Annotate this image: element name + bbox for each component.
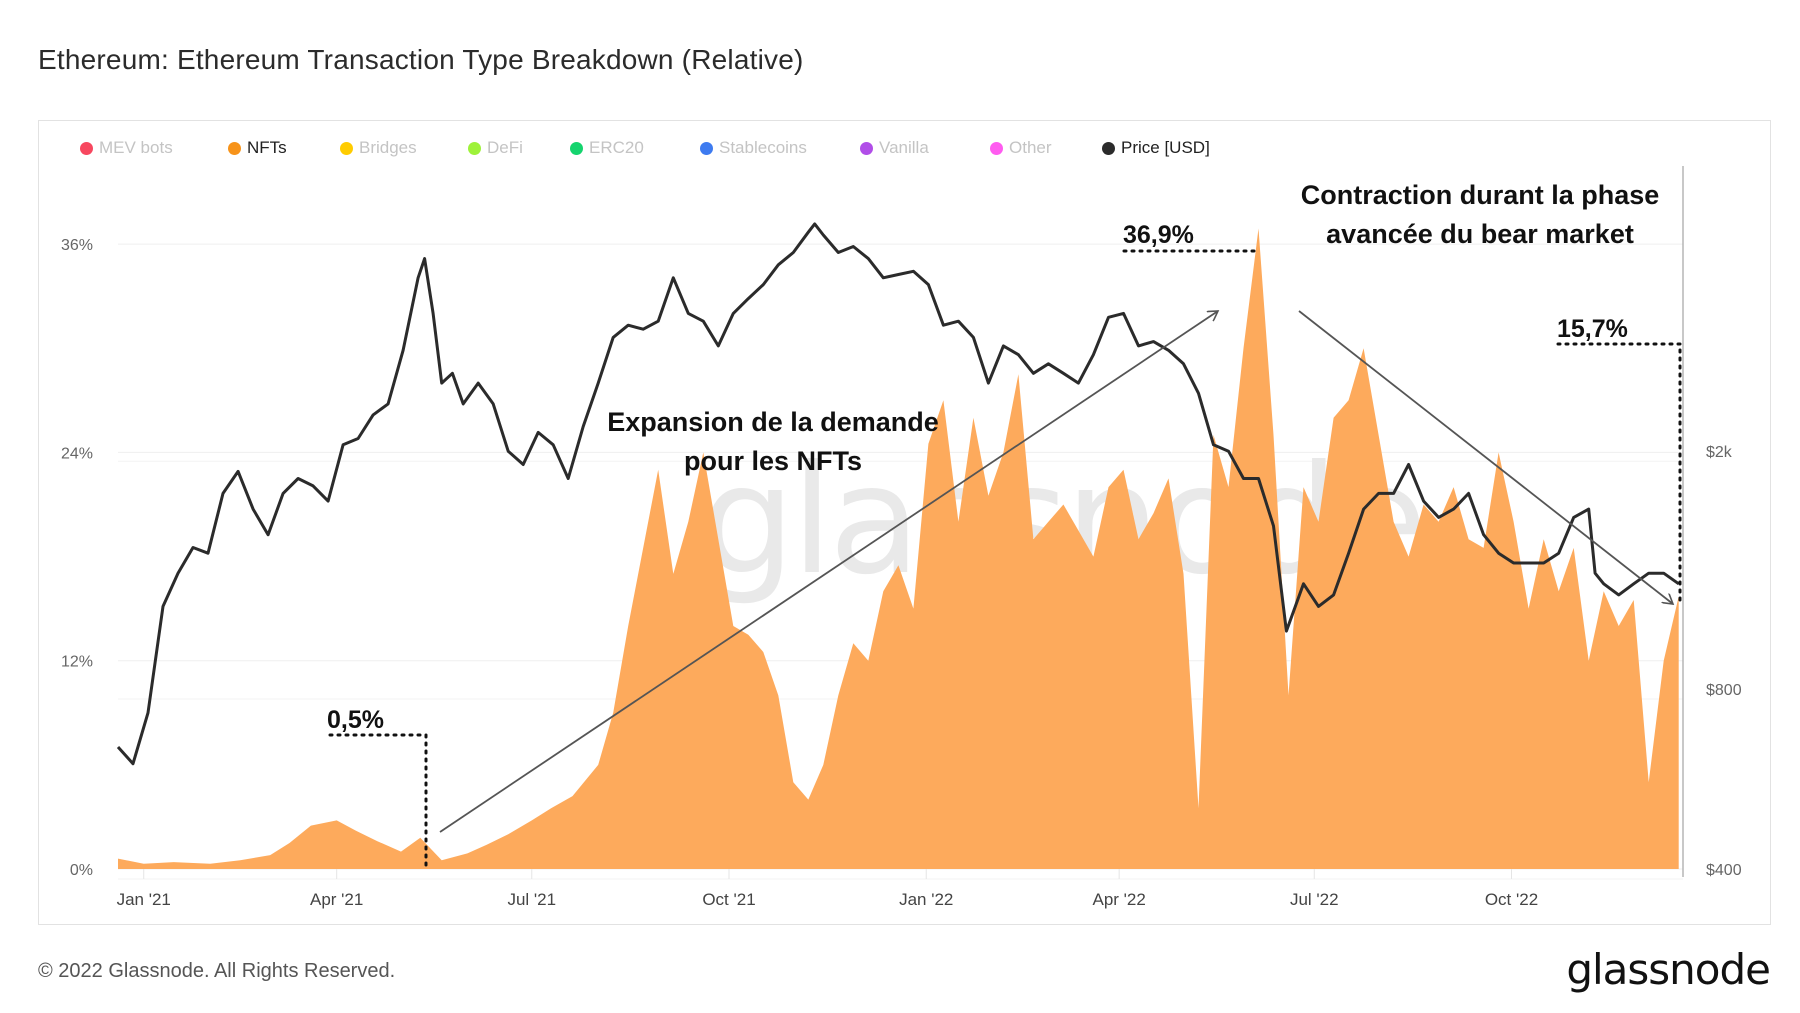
legend-dot-icon (80, 141, 93, 155)
x-tick-label: Apr '21 (310, 890, 363, 909)
legend-label: ERC20 (589, 138, 644, 157)
legend-item-vanilla[interactable]: Vanilla (860, 138, 929, 158)
y-left-tick-label: 24% (61, 445, 93, 462)
y-left-tick-label: 12% (61, 654, 93, 671)
low-dotted-leader (328, 733, 428, 871)
legend-label: Other (1009, 138, 1052, 157)
legend-item-other[interactable]: Other (990, 138, 1052, 158)
legend-item-mev-bots[interactable]: MEV bots (80, 138, 173, 158)
y-right-tick-label: $2k (1706, 444, 1733, 461)
legend-label: MEV bots (99, 138, 173, 157)
legend-item-nfts[interactable]: NFTs (228, 138, 287, 158)
legend-item-defi[interactable]: DeFi (468, 138, 523, 158)
chart-title: Ethereum: Ethereum Transaction Type Brea… (38, 44, 804, 75)
legend-dot-icon (228, 141, 241, 155)
x-tick-label: Jan '21 (117, 890, 171, 909)
legend-label: Stablecoins (719, 138, 807, 157)
glassnode-logo: glassnode (1566, 945, 1771, 994)
legend-item-erc20[interactable]: ERC20 (570, 138, 644, 158)
legend-item-stablecoins[interactable]: Stablecoins (700, 138, 807, 158)
legend-item-price-usd[interactable]: Price [USD] (1102, 138, 1210, 158)
legend-dot-icon (860, 141, 873, 155)
x-tick-label: Oct '22 (1485, 890, 1538, 909)
legend-dot-icon (570, 141, 583, 155)
axes: 0% 12% 24% 36% $400 $800 $2k Jan '21 Apr '21 Jul … (61, 166, 1742, 909)
annotation-expansion-line2: pour les NFTs (684, 446, 862, 476)
last-dotted-leader (1556, 342, 1682, 607)
x-tick-label: Jul '21 (507, 890, 556, 909)
y-left-tick-label: 0% (70, 862, 93, 879)
nft-area-layer (118, 228, 1679, 869)
x-tick-label: Oct '21 (702, 890, 755, 909)
y-right-tick-label: $800 (1706, 682, 1742, 699)
y-left-tick-label: 36% (61, 237, 93, 254)
x-tick-label: Apr '22 (1092, 890, 1145, 909)
legend-dot-icon (700, 141, 713, 155)
annotation-peak-label: 36,9% (1123, 221, 1194, 249)
annotation-expansion-line1: Expansion de la demande (607, 407, 939, 437)
legend-dot-icon (990, 141, 1003, 155)
price-line (116, 222, 1680, 766)
legend-label: DeFi (487, 138, 523, 157)
annotations: 0,5% 36,9% 15,7% Expansion de la demande pou… (327, 180, 1682, 871)
legend-item-bridges[interactable]: Bridges (340, 138, 417, 158)
legend-label: NFTs (247, 138, 287, 157)
copyright: © 2022 Glassnode. All Rights Reserved. (38, 960, 396, 982)
price-line-layer (116, 222, 1680, 766)
annotation-contraction-line1: Contraction durant la phase (1301, 180, 1660, 210)
x-tick-label: Jul '22 (1290, 890, 1339, 909)
legend-dot-icon (1102, 141, 1115, 155)
annotation-last-label: 15,7% (1557, 315, 1628, 343)
expansion-trend-arrow (439, 311, 1218, 833)
y-right-tick-label: $400 (1706, 862, 1742, 879)
legend-dot-icon (340, 141, 353, 155)
annotation-low-label: 0,5% (327, 706, 384, 734)
legend-label: Bridges (359, 138, 417, 157)
contraction-trend-arrow (1298, 310, 1673, 604)
legend-dot-icon (468, 141, 481, 155)
legend-label: Vanilla (879, 138, 929, 157)
annotation-contraction-line2: avancée du bear market (1326, 219, 1634, 249)
x-tick-label: Jan '22 (899, 890, 953, 909)
legend-label: Price [USD] (1121, 138, 1210, 157)
nft-area (118, 228, 1679, 869)
